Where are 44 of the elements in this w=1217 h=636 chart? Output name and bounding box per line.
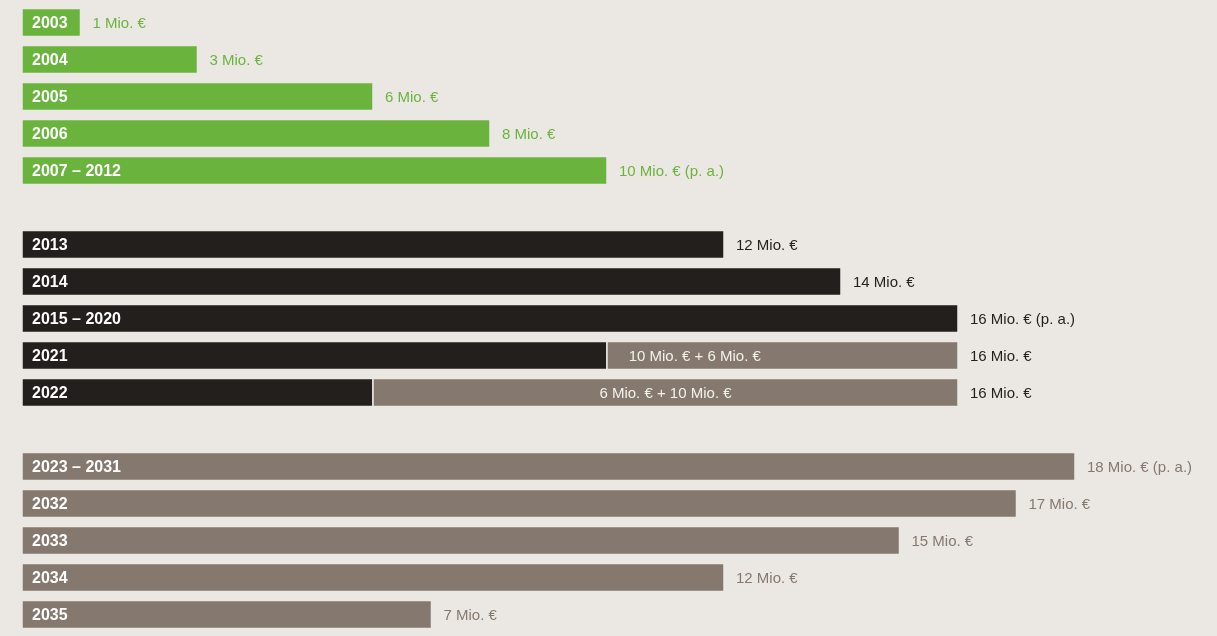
y-tick-label: 2005: [32, 87, 68, 105]
y-tick-label: 2003: [32, 13, 68, 31]
y-tick-label: 2035: [32, 605, 68, 623]
y-tick-label: 2032: [32, 494, 68, 512]
data-label: 12 Mio. €: [736, 568, 799, 586]
annotation: 10 Mio. € + 6 Mio. €: [628, 346, 762, 364]
y-tick-label: 2004: [32, 50, 68, 68]
y-tick-label: 2033: [32, 531, 68, 549]
bar: [21, 303, 959, 334]
bar: [21, 562, 725, 593]
data-label: 7 Mio. €: [443, 605, 498, 623]
data-label: 6 Mio. €: [385, 87, 440, 105]
y-tick-label: 2015 – 2020: [32, 309, 122, 327]
y-tick-label: 2013: [32, 235, 68, 253]
total-label: 16 Mio. €: [970, 346, 1033, 364]
data-label: 17 Mio. €: [1028, 494, 1091, 512]
data-label: 10 Mio. € (p. a.): [619, 161, 725, 179]
bar: [21, 266, 842, 297]
data-label: 8 Mio. €: [502, 124, 557, 142]
y-tick-label: 2014: [32, 272, 68, 290]
data-label: 12 Mio. €: [736, 235, 799, 253]
total-label: 16 Mio. €: [970, 383, 1033, 401]
data-label: 1 Mio. €: [92, 13, 147, 31]
data-label: 16 Mio. € (p. a.): [970, 309, 1076, 327]
y-tick-label: 2034: [32, 568, 68, 586]
bar: [21, 44, 199, 75]
y-tick-label: 2021: [32, 346, 68, 364]
annotation: 6 Mio. € + 10 Mio. €: [599, 383, 733, 401]
y-tick-label: 2007 – 2012: [32, 161, 122, 179]
bar: [21, 155, 608, 186]
bar: [21, 451, 1076, 482]
bar: [21, 118, 491, 149]
data-label: 15 Mio. €: [911, 531, 974, 549]
bar: [21, 229, 725, 260]
bar: [21, 81, 374, 112]
y-tick-label: 2006: [32, 124, 68, 142]
data-label: 14 Mio. €: [853, 272, 916, 290]
bar: [21, 525, 901, 556]
y-tick-label: 2023 – 2031: [32, 457, 122, 475]
data-label: 3 Mio. €: [209, 50, 264, 68]
data-label: 18 Mio. € (p. a.): [1087, 457, 1193, 475]
y-tick-label: 2022: [32, 383, 68, 401]
bar: [21, 599, 433, 630]
bar: [21, 488, 1018, 519]
